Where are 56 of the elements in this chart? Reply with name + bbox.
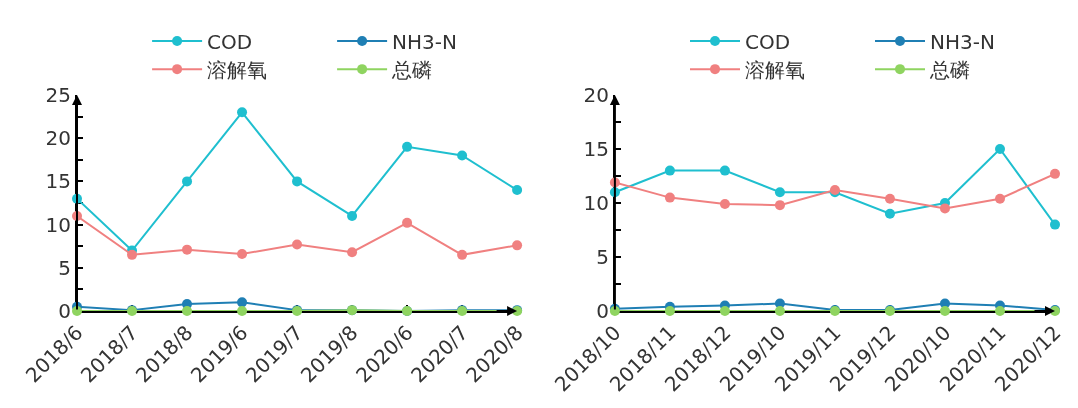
legend-label: NH3-N bbox=[392, 29, 458, 54]
point bbox=[1050, 168, 1060, 179]
point bbox=[719, 199, 730, 210]
point bbox=[1050, 219, 1060, 230]
legend-label: 溶解氧 bbox=[745, 57, 805, 82]
point bbox=[292, 239, 303, 250]
y-tick-label: 25 bbox=[45, 83, 71, 107]
point bbox=[664, 192, 675, 203]
y-tick-label: 20 bbox=[583, 83, 609, 107]
y-tick-label: 5 bbox=[58, 255, 71, 280]
y-tick-label: 20 bbox=[45, 126, 71, 151]
point bbox=[774, 306, 785, 316]
point bbox=[237, 107, 248, 118]
y-tick-label: 0 bbox=[58, 299, 71, 323]
legend-label: 总磷 bbox=[929, 57, 970, 82]
point bbox=[457, 150, 468, 161]
point bbox=[719, 165, 730, 176]
point bbox=[994, 193, 1005, 204]
point bbox=[457, 249, 468, 260]
point bbox=[237, 248, 248, 259]
point bbox=[182, 176, 193, 187]
point bbox=[719, 306, 730, 316]
legend-label: 溶解氧 bbox=[207, 57, 268, 82]
y-tick-label: 15 bbox=[583, 137, 609, 161]
point bbox=[512, 185, 523, 196]
point bbox=[127, 249, 138, 260]
point bbox=[182, 306, 193, 316]
y-tick-label: 5 bbox=[596, 245, 609, 269]
point bbox=[182, 244, 193, 255]
legend-label: NH3-N bbox=[930, 29, 995, 54]
point bbox=[72, 306, 82, 316]
point bbox=[884, 193, 895, 204]
point bbox=[402, 141, 413, 152]
point bbox=[994, 144, 1005, 154]
point bbox=[939, 203, 950, 214]
y-tick-label: 10 bbox=[583, 191, 609, 215]
legend-label: COD bbox=[207, 29, 253, 54]
point bbox=[664, 306, 675, 316]
y-tick-label: 10 bbox=[45, 212, 71, 237]
point bbox=[237, 297, 248, 308]
point bbox=[939, 306, 950, 316]
point bbox=[774, 200, 785, 211]
point bbox=[347, 210, 358, 221]
point bbox=[292, 176, 303, 187]
point bbox=[774, 187, 785, 198]
point bbox=[402, 217, 413, 228]
point bbox=[237, 306, 248, 316]
y-tick-label: 15 bbox=[45, 169, 71, 194]
point bbox=[512, 240, 523, 251]
point bbox=[664, 165, 675, 176]
legend-label: 总磷 bbox=[391, 57, 433, 82]
point bbox=[884, 208, 895, 219]
y-tick-label: 0 bbox=[596, 299, 609, 323]
legend-label: COD bbox=[745, 29, 791, 54]
point bbox=[347, 247, 358, 258]
point bbox=[994, 306, 1005, 316]
